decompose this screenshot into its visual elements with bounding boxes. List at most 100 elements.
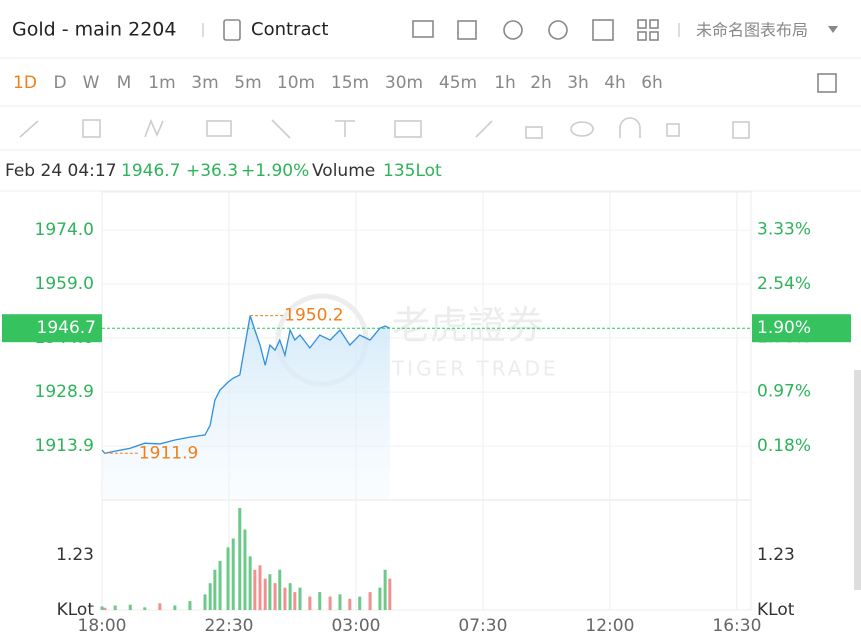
volume-bar bbox=[100, 606, 104, 610]
volume-tick-label: KLot bbox=[757, 600, 795, 620]
volume-bar bbox=[208, 583, 212, 610]
volume-bar bbox=[158, 603, 162, 610]
x-tick-label: 12:00 bbox=[585, 616, 634, 636]
price-area bbox=[102, 315, 390, 500]
y-tick-label: 1913.9 bbox=[35, 436, 94, 456]
volume-bar bbox=[203, 594, 207, 610]
x-tick-label: 07:30 bbox=[458, 616, 507, 636]
volume-bar bbox=[273, 583, 277, 610]
timeframe-button[interactable]: 30m bbox=[385, 73, 423, 93]
watermark-cn: 老虎證券 bbox=[392, 304, 544, 348]
timeframe-button[interactable]: 3h bbox=[567, 73, 589, 93]
volume-tick-label: 1.23 bbox=[757, 545, 795, 565]
volume-bar bbox=[348, 598, 352, 610]
volume-bar bbox=[263, 578, 267, 610]
volume-bar bbox=[248, 556, 252, 610]
timeframe-button[interactable]: W bbox=[83, 73, 100, 93]
volume-bar bbox=[283, 587, 287, 610]
timeframe-button[interactable]: 15m bbox=[331, 73, 369, 93]
last-pct-label: 1.90% bbox=[757, 318, 811, 338]
timeframe-button[interactable]: 5m bbox=[234, 73, 261, 93]
volume-bar bbox=[388, 578, 392, 610]
timeframe-button[interactable]: D bbox=[53, 73, 66, 93]
volume-bar bbox=[258, 565, 262, 610]
volume-tick-label: 1.23 bbox=[56, 545, 94, 565]
y2-tick-label: 0.97% bbox=[757, 382, 811, 402]
volume-bar bbox=[213, 569, 217, 610]
volume-bar bbox=[143, 607, 147, 610]
volume-tick-label: KLot bbox=[57, 600, 95, 620]
timeframe-button[interactable]: 2h bbox=[530, 73, 552, 93]
y-tick-label: 1974.0 bbox=[35, 220, 94, 240]
info-volume-label: Volume bbox=[312, 161, 375, 181]
contract-button[interactable]: Contract bbox=[251, 19, 328, 40]
x-tick-label: 22:30 bbox=[204, 616, 253, 636]
info-time: Feb 24 04:17 bbox=[5, 161, 117, 181]
timeframe-button[interactable]: 1D bbox=[13, 73, 37, 93]
timeframe-button[interactable]: 4h bbox=[604, 73, 626, 93]
x-tick-label: 03:00 bbox=[331, 616, 380, 636]
volume-bar bbox=[328, 596, 332, 610]
volume-bar bbox=[278, 569, 282, 610]
y2-tick-label: 3.33% bbox=[757, 220, 811, 240]
chart: 18:00 22:30 03:00 07:30 12:00 16:30 1913.9 1928… bbox=[2, 191, 851, 636]
price-line bbox=[101, 315, 391, 454]
extreme-label: 1950.2 bbox=[284, 306, 343, 326]
volume-bar bbox=[358, 596, 362, 610]
volume-bar bbox=[268, 574, 272, 610]
volume-bar bbox=[318, 592, 322, 610]
layout-menu[interactable]: 未命名图表布局 bbox=[696, 21, 808, 40]
info-price: 1946.7 bbox=[121, 161, 180, 181]
x-tick-label: 18:00 bbox=[78, 616, 127, 636]
volume-bar bbox=[253, 569, 257, 610]
contract-icon bbox=[223, 19, 241, 41]
timeframe-button[interactable]: M bbox=[117, 73, 132, 93]
volume-bar bbox=[103, 607, 107, 610]
volume-bar bbox=[218, 560, 222, 610]
volume-bar bbox=[173, 605, 177, 610]
y2-tick-label: 0.18% bbox=[757, 436, 811, 456]
info-change-pct: +1.90% bbox=[241, 161, 309, 181]
volume-bar bbox=[383, 569, 387, 610]
drawing-toolbar[interactable] bbox=[19, 117, 750, 139]
last-pct-box bbox=[752, 314, 851, 343]
volume-bar bbox=[188, 601, 192, 610]
volume-bar bbox=[338, 594, 342, 610]
volume-bar bbox=[293, 592, 297, 610]
volume-bar bbox=[238, 508, 242, 610]
timeframe-button[interactable]: 1h bbox=[494, 73, 516, 93]
timeframe-button[interactable]: 6h bbox=[641, 73, 663, 93]
y-tick-label: 1928.9 bbox=[35, 382, 94, 402]
last-price-label: 1946.7 bbox=[37, 318, 96, 338]
extreme-label: 1911.9 bbox=[139, 443, 198, 463]
fullscreen-icon[interactable] bbox=[817, 73, 837, 93]
volume-bar bbox=[298, 587, 302, 610]
volume-bar bbox=[128, 604, 132, 610]
last-price-box bbox=[2, 314, 102, 343]
scrollbar[interactable] bbox=[854, 370, 861, 590]
timeframe-button[interactable]: 10m bbox=[277, 73, 315, 93]
volume-bar bbox=[368, 592, 372, 610]
y-tick-label: 1959.0 bbox=[35, 274, 94, 294]
volume-bar bbox=[231, 538, 235, 610]
volume-bar bbox=[113, 605, 117, 610]
volume-bar bbox=[226, 547, 230, 610]
y2-tick-label: 2.54% bbox=[757, 274, 811, 294]
timeframe-button[interactable]: 45m bbox=[439, 73, 477, 93]
title[interactable]: Gold - main 2204 bbox=[12, 19, 177, 41]
timeframe-button[interactable]: 1m bbox=[148, 73, 175, 93]
info-change: +36.3 bbox=[186, 161, 238, 181]
dropdown-arrow bbox=[828, 26, 838, 33]
info-volume: 135Lot bbox=[383, 161, 442, 181]
watermark-en: TIGER TRADE bbox=[391, 357, 559, 381]
x-tick-label: 16:30 bbox=[712, 616, 761, 636]
volume-bar bbox=[243, 529, 247, 610]
top-icons[interactable] bbox=[412, 19, 659, 41]
volume-bar bbox=[308, 596, 312, 610]
timeframe-button[interactable]: 3m bbox=[191, 73, 218, 93]
timeframe-bar: 1D D W M 1m 3m 5m 10m 15m 30m 45m 1h 2h 3h 4h 6h bbox=[13, 73, 663, 93]
volume-bar bbox=[288, 583, 292, 610]
volume-bar bbox=[378, 587, 382, 610]
